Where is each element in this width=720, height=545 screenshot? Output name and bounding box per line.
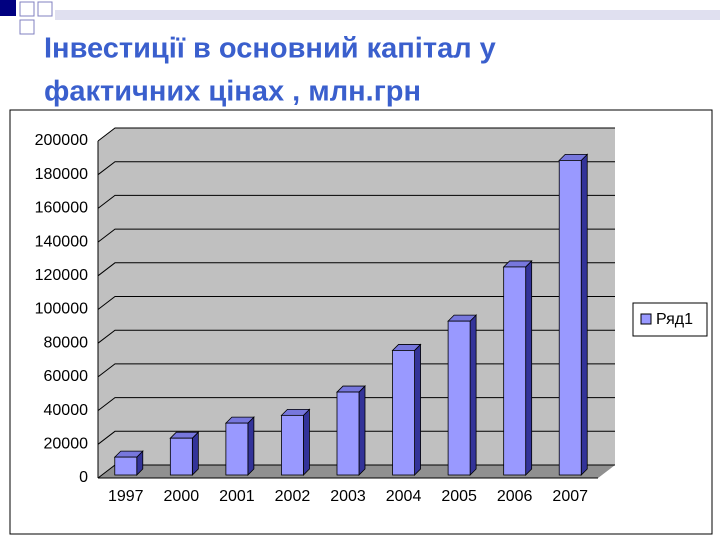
bar-side [469, 314, 477, 476]
decor-square [0, 0, 16, 16]
title-line: Інвестиції в основний капітал у [44, 33, 496, 65]
title-line: фактичних цінах , млн.грн [44, 76, 421, 108]
bar-side [247, 416, 255, 476]
grid-line [97, 127, 615, 142]
decor-square [19, 19, 35, 35]
plot-wall [98, 128, 615, 478]
x-tick-label: 2004 [386, 488, 422, 505]
y-tick-label: 40000 [44, 402, 89, 419]
bar-side [303, 408, 310, 476]
bar-side [191, 431, 199, 476]
bar [169, 437, 193, 476]
y-tick-label: 0 [79, 469, 88, 486]
legend-label: Ряд1 [656, 311, 693, 328]
bar [114, 456, 138, 476]
x-tick-label: 2000 [164, 488, 200, 505]
y-tick-label: 140000 [35, 233, 88, 250]
bar [447, 320, 471, 476]
grid-line [97, 161, 615, 176]
decor-square [19, 1, 35, 17]
legend [632, 302, 708, 337]
y-tick-label: 20000 [44, 436, 89, 453]
bar [281, 414, 304, 476]
decor-square [37, 1, 53, 17]
bar-side [414, 343, 421, 476]
x-tick-label: 2006 [497, 488, 533, 505]
x-tick-label: 2005 [441, 488, 477, 505]
grid-line [97, 296, 615, 310]
x-tick-label: 1997 [108, 488, 144, 505]
y-tick-label: 160000 [35, 200, 88, 217]
x-tick-label: 2002 [275, 488, 311, 505]
y-tick-label: 80000 [44, 334, 89, 351]
x-tick-label: 2003 [330, 488, 366, 505]
grid-line [97, 262, 615, 277]
bar-side [525, 259, 533, 476]
bar [225, 422, 249, 476]
y-tick-label: 120000 [35, 267, 88, 284]
legend-swatch [640, 313, 652, 325]
bar [503, 266, 527, 476]
x-tick-label: 2001 [219, 488, 255, 505]
grid-line [97, 228, 615, 243]
decor-band [55, 10, 720, 20]
y-tick-label: 60000 [44, 368, 89, 385]
bar [558, 160, 582, 476]
grid-line [97, 194, 615, 209]
bar [336, 391, 360, 476]
y-tick-label: 180000 [35, 166, 88, 183]
y-tick-label: 100000 [35, 301, 88, 318]
x-tick-label: 2007 [552, 488, 588, 505]
bar [392, 350, 415, 476]
y-tick-label: 200000 [35, 132, 88, 149]
bar-side [580, 153, 588, 476]
bar-side [358, 385, 366, 476]
